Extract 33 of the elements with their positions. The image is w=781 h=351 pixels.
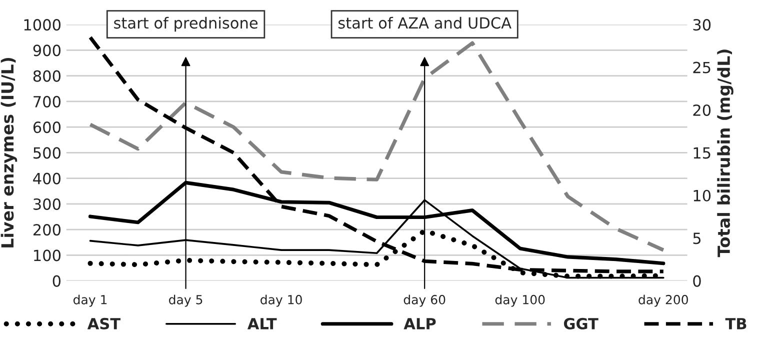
legend-label: AST xyxy=(87,318,120,330)
y2-tick-label: 20 xyxy=(693,104,711,116)
y-tick-label: 900 xyxy=(33,44,61,56)
legend-label: TB xyxy=(725,318,746,330)
legend-label: ALT xyxy=(247,318,277,330)
y-tick-label: 1000 xyxy=(24,19,61,31)
y-tick-label: 400 xyxy=(33,172,61,184)
legend-label: ALP xyxy=(404,318,436,330)
y2-axis-title: Total bilirubin (mg/dL) xyxy=(717,50,734,258)
y-axis-title: Liver enzymes (IU/L) xyxy=(0,58,18,248)
legend-label: GGT xyxy=(564,318,598,330)
x-tick-label: day 5 xyxy=(169,294,202,307)
y2-tick-label: 15 xyxy=(694,147,710,159)
x-tick-label: day 60 xyxy=(404,294,446,307)
x-tick-label: day 200 xyxy=(638,294,688,307)
y2-tick-label: 25 xyxy=(693,62,710,74)
ref-line-label: start of AZA and UDCA xyxy=(338,16,512,29)
y2-tick-label: 0 xyxy=(693,275,701,287)
y2-tick-label: 5 xyxy=(693,232,701,244)
y2-tick-label: 30 xyxy=(693,19,711,31)
y-tick-label: 600 xyxy=(33,122,61,134)
y-tick-label: 100 xyxy=(34,250,61,262)
x-tick-label: day 100 xyxy=(495,294,545,307)
y2-tick-label: 10 xyxy=(694,190,711,202)
y-tick-label: 500 xyxy=(34,147,61,159)
x-tick-label: day 10 xyxy=(260,294,302,307)
y-tick-label: 0 xyxy=(52,275,61,287)
x-tick-label: day 1 xyxy=(73,294,107,307)
y-tick-label: 200 xyxy=(33,224,61,236)
ref-line-label: start of prednisone xyxy=(114,16,258,32)
y-tick-label: 300 xyxy=(34,198,61,210)
y-tick-label: 700 xyxy=(34,96,61,108)
y-tick-label: 800 xyxy=(33,70,61,82)
